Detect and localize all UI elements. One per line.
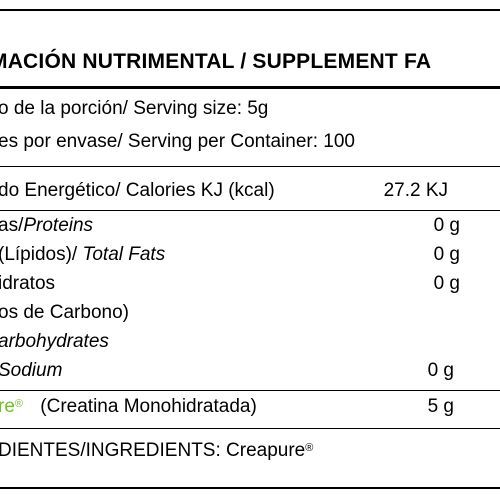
header-rule — [0, 86, 500, 89]
proteins-label-plain: as/ — [0, 215, 24, 236]
energy-value: 27.2 KJ — [383, 180, 448, 201]
creatine-description: (Creatina Monohidratada) — [40, 396, 257, 417]
sodium-value: 0 g — [427, 360, 454, 381]
carbs-label-line2: os de Carbono) — [0, 302, 129, 323]
servings-per-container: es por envase/ Serving per Container: 10… — [0, 131, 355, 152]
fats-label: (Lípidos)/ Total Fats — [0, 244, 165, 266]
top-rule — [0, 9, 500, 11]
bottom-rule — [0, 487, 500, 489]
carbs-value: 0 g — [433, 273, 460, 294]
carbs-label-line1: idratos — [0, 273, 56, 294]
creatine-label: re® (Creatina Monohidratada) — [0, 396, 257, 418]
proteins-value: 0 g — [433, 215, 460, 236]
registered-mark: ® — [14, 398, 24, 410]
carbs-label-line3: arbohydrates — [0, 331, 109, 352]
fats-label-plain: (Lípidos)/ — [0, 244, 83, 265]
ingredients-line: DIENTES/INGREDIENTS: Creapure® — [0, 440, 313, 462]
creatine-value: 5 g — [427, 396, 454, 417]
panel-title: MACIÓN NUTRIMENTAL / SUPPLEMENT FA — [0, 50, 432, 73]
energy-label: do Energético/ Calories KJ (kcal) — [0, 180, 275, 201]
sodium-label: Sodium — [0, 360, 63, 381]
serving-size: o de la porción/ Serving size: 5g — [0, 98, 269, 119]
divider-energy — [0, 210, 500, 211]
proteins-label-italic: Proteins — [23, 215, 94, 236]
creapure-brand: re — [0, 396, 15, 417]
fats-label-italic: Total Fats — [82, 244, 166, 265]
proteins-label: as/Proteins — [0, 215, 93, 237]
divider-creatine — [0, 428, 500, 429]
fats-value: 0 g — [433, 244, 460, 265]
ingredients-registered-mark: ® — [305, 442, 314, 454]
ingredients-label: DIENTES/INGREDIENTS: Creapure — [0, 440, 306, 461]
divider-sodium — [0, 390, 500, 391]
divider-servings — [0, 166, 500, 167]
